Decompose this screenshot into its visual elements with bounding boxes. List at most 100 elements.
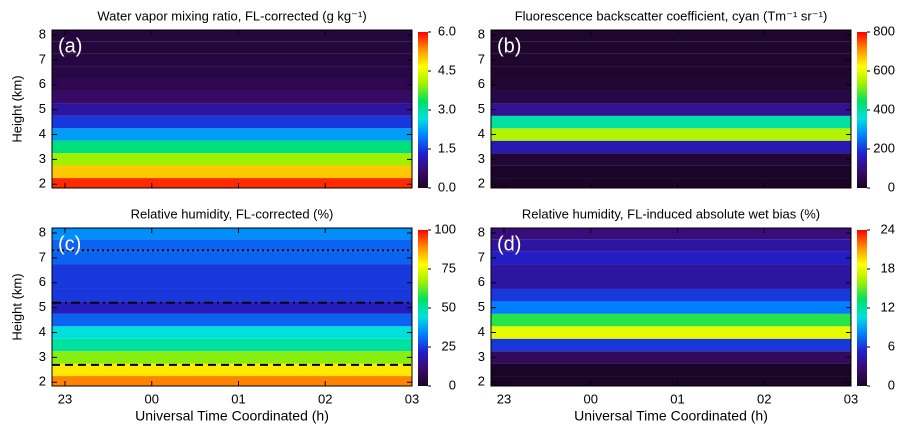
heatmap-cell bbox=[52, 78, 412, 91]
y-tick-label: 2 bbox=[478, 374, 485, 389]
x-tick-label: 03 bbox=[405, 391, 419, 406]
plot-frame bbox=[51, 29, 413, 189]
y-tick-label: 2 bbox=[478, 176, 485, 191]
y-tick-label: 5 bbox=[39, 299, 46, 314]
heatmap-cell bbox=[52, 66, 412, 79]
colorbar-tick-label: 800 bbox=[873, 23, 895, 38]
colorbar-tick-label: 1.5 bbox=[438, 140, 456, 155]
colorbar-tick-label: 24 bbox=[881, 221, 895, 236]
plot-frame bbox=[51, 227, 413, 387]
heatmap-cell bbox=[52, 178, 412, 188]
colorbar-tick-label: 4.5 bbox=[438, 62, 456, 77]
colorbar bbox=[857, 32, 867, 188]
plot-frame bbox=[490, 29, 852, 189]
heatmap-cell bbox=[491, 30, 851, 42]
heatmap-cell bbox=[52, 288, 412, 302]
y-tick-label: 2 bbox=[39, 176, 46, 191]
heatmap-cell bbox=[491, 103, 851, 116]
plot-frame bbox=[490, 227, 852, 387]
heatmap-cell bbox=[52, 326, 412, 339]
colorbar bbox=[418, 230, 428, 386]
heatmap-cell bbox=[52, 239, 412, 252]
heatmap-cell bbox=[52, 90, 412, 104]
heatmap-cell bbox=[52, 351, 412, 364]
colorbar-tick-label: 3.0 bbox=[438, 101, 456, 116]
y-tick-label: 3 bbox=[478, 349, 485, 364]
y-tick-label: 5 bbox=[478, 101, 485, 116]
x-tick-label: 01 bbox=[670, 391, 684, 406]
y-tick-label: 8 bbox=[478, 224, 485, 239]
y-tick-label: 8 bbox=[39, 224, 46, 239]
panel-label: (d) bbox=[497, 233, 521, 255]
heatmap-cell bbox=[491, 115, 851, 129]
heatmap-cell bbox=[52, 301, 412, 314]
x-tick-label: 23 bbox=[58, 391, 72, 406]
heatmap-cell bbox=[491, 153, 851, 166]
heatmap-cell bbox=[491, 165, 851, 179]
colorbar-tick-label: 0 bbox=[449, 377, 456, 392]
heatmap-cell bbox=[491, 66, 851, 79]
heatmap-cell bbox=[491, 351, 851, 364]
colorbar-tick-label: 75 bbox=[442, 260, 456, 275]
x-tick-label: 01 bbox=[231, 391, 245, 406]
y-tick-label: 3 bbox=[478, 151, 485, 166]
colorbar-tick-label: 0 bbox=[888, 179, 895, 194]
y-tick-label: 7 bbox=[39, 51, 46, 66]
colorbar-tick-label: 6 bbox=[888, 338, 895, 353]
x-tick-label: 02 bbox=[318, 391, 332, 406]
heatmap-cell bbox=[52, 251, 412, 265]
heatmap-cell bbox=[491, 376, 851, 386]
heatmap-cell bbox=[52, 53, 412, 67]
heatmap-cell bbox=[52, 153, 412, 166]
heatmap-cell bbox=[52, 41, 412, 54]
plot-area bbox=[491, 228, 851, 386]
y-tick-label: 4 bbox=[39, 126, 46, 141]
colorbar-tick-label: 0.0 bbox=[438, 179, 456, 194]
heatmap-cell bbox=[491, 178, 851, 188]
y-axis-label: Height (km) bbox=[9, 273, 24, 340]
y-tick-label: 3 bbox=[39, 349, 46, 364]
y-tick-label: 6 bbox=[39, 76, 46, 91]
plot-area bbox=[491, 30, 851, 188]
heatmap-cell bbox=[52, 338, 412, 352]
heatmap-cell bbox=[491, 301, 851, 314]
colorbar-tick-label: 200 bbox=[873, 140, 895, 155]
heatmap-cell bbox=[491, 326, 851, 339]
heatmap-cell bbox=[52, 363, 412, 377]
panel-title: Fluorescence backscatter coefficient, cy… bbox=[515, 8, 828, 23]
y-tick-label: 5 bbox=[39, 101, 46, 116]
panel-label: (b) bbox=[497, 35, 521, 57]
y-tick-label: 4 bbox=[478, 324, 485, 339]
x-axis-label: Universal Time Coordinated (h) bbox=[135, 408, 329, 424]
heatmap-cell bbox=[52, 376, 412, 386]
heatmap-cell bbox=[52, 228, 412, 240]
heatmap-cell bbox=[491, 140, 851, 154]
y-tick-label: 6 bbox=[39, 274, 46, 289]
x-tick-label: 00 bbox=[145, 391, 159, 406]
x-tick-label: 23 bbox=[497, 391, 511, 406]
heatmap-cell bbox=[491, 338, 851, 352]
colorbar-tick-label: 6.0 bbox=[438, 23, 456, 38]
colorbar bbox=[418, 32, 428, 188]
y-tick-label: 4 bbox=[478, 126, 485, 141]
heatmap-cell bbox=[52, 165, 412, 179]
panel-title: Relative humidity, FL-induced absolute w… bbox=[522, 206, 820, 221]
heatmap-cell bbox=[491, 239, 851, 252]
heatmap-cell bbox=[491, 363, 851, 377]
y-tick-label: 3 bbox=[39, 151, 46, 166]
y-tick-label: 8 bbox=[478, 26, 485, 41]
heatmap-cell bbox=[491, 228, 851, 240]
heatmap-cell bbox=[491, 41, 851, 54]
y-tick-label: 8 bbox=[39, 26, 46, 41]
heatmap-cell bbox=[52, 313, 412, 327]
colorbar-tick-label: 50 bbox=[442, 299, 456, 314]
heatmap-cell bbox=[52, 276, 412, 289]
panel-label: (a) bbox=[58, 35, 82, 57]
heatmap-cell bbox=[491, 53, 851, 67]
heatmap-cell bbox=[52, 30, 412, 42]
x-tick-label: 00 bbox=[584, 391, 598, 406]
colorbar-tick-label: 600 bbox=[873, 62, 895, 77]
heatmap-cell bbox=[52, 115, 412, 129]
x-axis-label: Universal Time Coordinated (h) bbox=[574, 408, 768, 424]
heatmap-cell bbox=[491, 276, 851, 289]
